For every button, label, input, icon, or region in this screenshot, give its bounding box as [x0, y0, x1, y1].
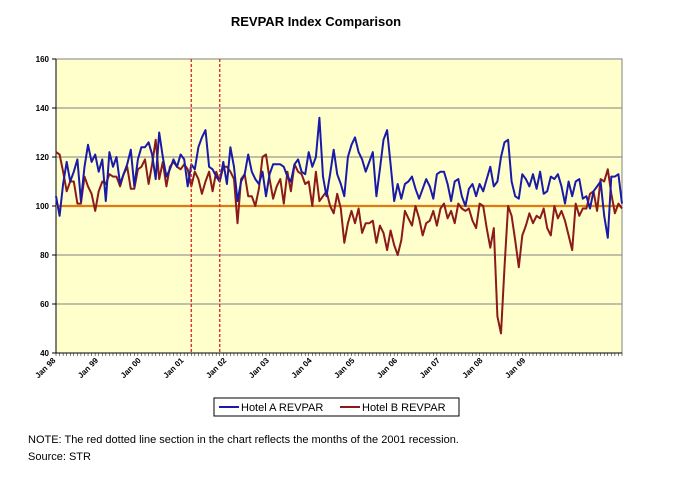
y-tick-label-140: 140 — [36, 104, 50, 113]
y-tick-label-80: 80 — [40, 251, 49, 260]
x-axis: Jan 98 Jan 99 Jan 00 Jan 01 Jan 02 Jan 03 Jan … — [33, 352, 623, 380]
x-tick-label: Jan 99 — [76, 356, 100, 380]
y-tick-label-60: 60 — [40, 300, 49, 309]
x-tick-label: Jan 00 — [119, 356, 143, 380]
legend-label-hotel-b: Hotel B REVPAR — [362, 402, 446, 414]
x-tick-label: Jan 08 — [461, 356, 485, 380]
x-tick-label: Jan 07 — [418, 356, 442, 380]
x-tick-label: Jan 98 — [33, 356, 57, 380]
y-tick-label-120: 120 — [36, 153, 50, 162]
series-line-hotel-b — [55, 138, 623, 335]
source-note: Source: STR — [28, 451, 91, 463]
y-tick-label-100: 100 — [36, 202, 50, 211]
x-tick-label: Jan 05 — [332, 356, 356, 380]
x-tick-label: Jan 09 — [503, 356, 527, 380]
chart-title: REVPAR Index Comparison — [231, 14, 401, 29]
y-axis: 40 60 80 100 120 140 160 — [36, 55, 57, 358]
y-tick-label-160: 160 — [36, 55, 50, 64]
x-tick-label: Jan 03 — [247, 356, 271, 380]
y-tick-label-40: 40 — [40, 349, 49, 358]
x-tick-label: Jan 06 — [375, 356, 399, 380]
series-lines — [55, 116, 623, 335]
legend-box — [213, 397, 460, 417]
recession-note: NOTE: The red dotted line section in the… — [28, 434, 459, 446]
x-tick-label: Jan 01 — [162, 356, 186, 380]
legend-label-hotel-a: Hotel A REVPAR — [241, 402, 323, 414]
recession-markers — [190, 59, 221, 353]
x-tick-label: Jan 04 — [290, 356, 314, 380]
x-tick-label: Jan 02 — [204, 356, 228, 380]
legend: Hotel A REVPAR Hotel B REVPAR — [213, 397, 460, 417]
series-line-hotel-a — [55, 116, 623, 239]
